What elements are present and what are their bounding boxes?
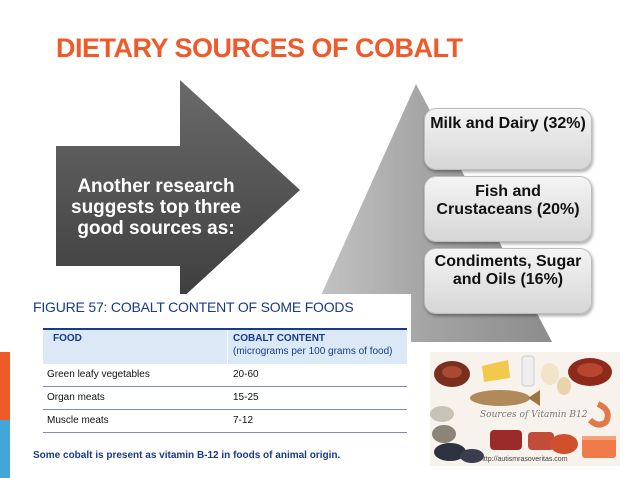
header-cobalt-unit: (micrograms per 100 grams of food): [233, 346, 393, 357]
cell-food: Organ meats: [47, 392, 105, 403]
cell-cobalt: 20-60: [233, 369, 259, 380]
table-row: Green leafy vegetables 20-60: [43, 364, 407, 387]
cell-food: Green leafy vegetables: [47, 369, 150, 380]
cobalt-table: FOOD COBALT CONTENT (micrograms per 100 …: [43, 328, 407, 433]
vitamin-b12-foods-photo: Sources of Vitamin B12 http://autismraso…: [430, 352, 620, 466]
cobalt-figure: FIGURE 57: COBALT CONTENT OF SOME FOODS …: [33, 294, 411, 469]
photo-caption: Sources of Vitamin B12: [480, 410, 588, 420]
cell-food: Muscle meats: [47, 415, 109, 426]
table-header: FOOD COBALT CONTENT (micrograms per 100 …: [43, 328, 407, 364]
table-row: Organ meats 15-25: [43, 387, 407, 410]
pyramid-item-fish-crustaceans: Fish and Crustaceans (20%): [424, 176, 592, 242]
arrow-text: Another research suggests top three good…: [71, 176, 241, 239]
photo-url: http://autismrasoveritas.com: [480, 456, 568, 463]
accent-bar-blue: [0, 420, 10, 478]
table-row: Muscle meats 7-12: [43, 410, 407, 433]
cell-cobalt: 15-25: [233, 392, 259, 403]
pyramid-item-condiments: Condiments, Sugar and Oils (16%): [424, 248, 592, 314]
food-collage-image: [430, 355, 616, 463]
header-food: FOOD: [53, 333, 82, 344]
header-cobalt-content: COBALT CONTENT: [233, 333, 326, 344]
slide-title: DIETARY SOURCES OF COBALT: [56, 33, 463, 63]
accent-bar-orange: [0, 352, 10, 478]
cell-cobalt: 7-12: [233, 415, 254, 426]
figure-note: Some cobalt is present as vitamin B-12 i…: [33, 450, 341, 461]
figure-title: FIGURE 57: COBALT CONTENT OF SOME FOODS: [33, 299, 354, 315]
arrow-shape: [56, 80, 300, 300]
pyramid-item-milk-dairy: Milk and Dairy (32%): [424, 108, 592, 170]
column-divider: [227, 330, 228, 364]
